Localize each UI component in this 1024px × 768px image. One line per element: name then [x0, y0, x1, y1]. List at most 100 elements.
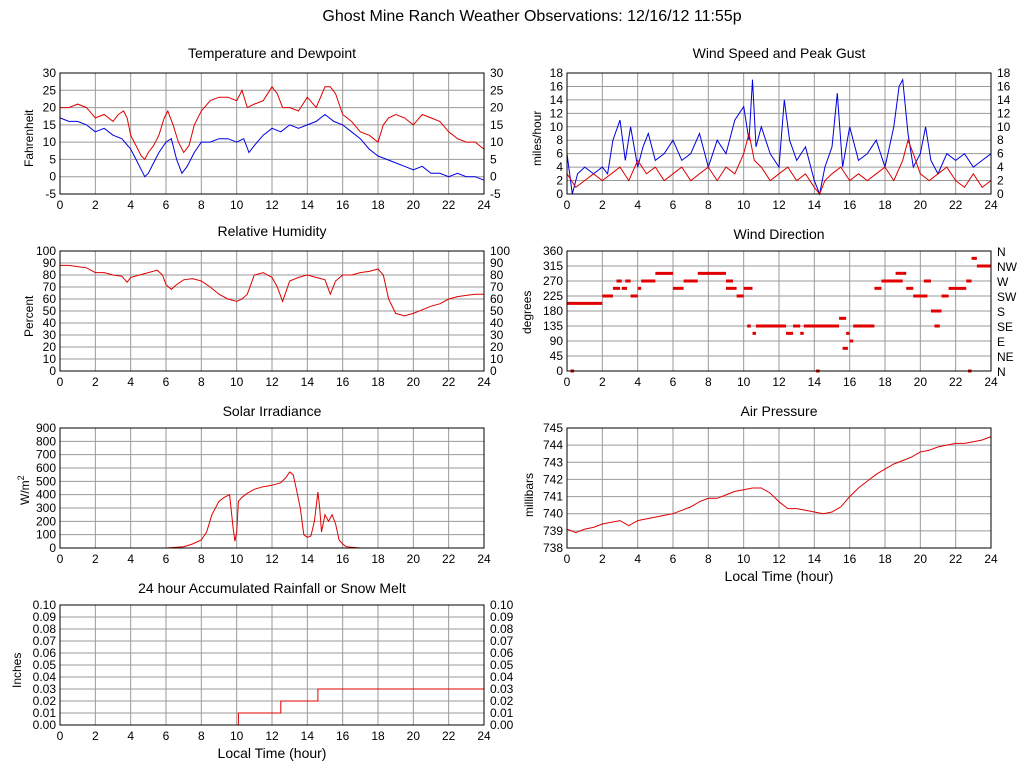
x-tick-label: 8 — [705, 198, 712, 212]
y-tick-label: 738 — [543, 541, 563, 555]
x-tick-label: 16 — [843, 552, 857, 566]
humidity-title: Relative Humidity — [217, 223, 327, 239]
y-tick-label: 270 — [543, 274, 563, 288]
y-tick-label: 90 — [43, 256, 57, 270]
y-tick-label: 0 — [49, 541, 56, 555]
y-tick-label-right: 16 — [997, 79, 1011, 93]
plot-frame — [59, 250, 485, 372]
x-tick-label: 10 — [737, 552, 751, 566]
y-tick-label: 135 — [543, 319, 563, 333]
x-tick-label: 4 — [634, 198, 641, 212]
y-tick-label: 0.10 — [33, 598, 57, 612]
direction-label: SW — [997, 290, 1017, 304]
x-tick-label: 24 — [477, 729, 491, 743]
series-line-0 — [60, 471, 484, 549]
y-tick-label-right: 40 — [490, 316, 504, 330]
x-tick-label: 20 — [407, 198, 421, 212]
plot-frame — [566, 72, 992, 195]
y-tick-label: 10 — [43, 135, 57, 149]
y-tick-label-right: 0.01 — [490, 706, 514, 720]
direction-label: N — [997, 245, 1006, 259]
direction-label: W — [997, 275, 1009, 289]
y-tick-label: 0 — [556, 187, 563, 201]
y-tick-label: 745 — [543, 421, 563, 435]
temperature-title: Temperature and Dewpoint — [187, 45, 357, 61]
y-tick-label: 0.00 — [33, 718, 57, 732]
x-tick-label: 2 — [92, 729, 99, 743]
x-tick-label: 22 — [949, 375, 963, 389]
x-tick-label: 16 — [336, 198, 350, 212]
x-tick-label: 10 — [737, 375, 751, 389]
y-tick-label-right: -5 — [490, 187, 501, 201]
y-tick-label: 100 — [36, 244, 56, 258]
x-tick-label: 18 — [371, 198, 385, 212]
x-tick-label: 12 — [772, 198, 786, 212]
direction-label: NW — [997, 260, 1018, 274]
y-tick-label: 700 — [36, 448, 56, 462]
y-tick-label-right: 100 — [490, 244, 510, 258]
y-tick-label-right: 0.05 — [490, 658, 514, 672]
x-tick-label: 4 — [634, 552, 641, 566]
x-tick-label: 14 — [808, 198, 822, 212]
direction-label: N — [997, 365, 1006, 379]
y-tick-label: 60 — [43, 292, 57, 306]
plot-frame — [59, 427, 485, 549]
y-tick-label: 30 — [43, 66, 57, 80]
y-tick-label: 70 — [43, 280, 57, 294]
y-tick-label-right: 4 — [997, 160, 1004, 174]
y-tick-label-right: 0.02 — [490, 694, 514, 708]
x-tick-label: 12 — [265, 375, 279, 389]
pressure-xlabel: Local Time (hour) — [724, 568, 834, 584]
x-tick-label: 4 — [127, 552, 134, 566]
x-tick-label: 6 — [163, 198, 170, 212]
y-tick-label-right: 0.08 — [490, 622, 514, 636]
x-tick-label: 14 — [301, 552, 315, 566]
y-tick-label: 0.06 — [33, 646, 57, 660]
x-tick-label: 6 — [670, 375, 677, 389]
x-tick-label: 0 — [564, 552, 571, 566]
x-tick-label: 10 — [230, 375, 244, 389]
direction-label: S — [997, 305, 1005, 319]
y-tick-label: 400 — [36, 488, 56, 502]
x-tick-label: 22 — [442, 729, 456, 743]
direction-label: E — [997, 335, 1005, 349]
wind-speed-title: Wind Speed and Peak Gust — [692, 45, 866, 61]
x-tick-label: 10 — [737, 198, 751, 212]
x-tick-label: 2 — [599, 375, 606, 389]
pressure-title: Air Pressure — [740, 403, 818, 419]
plot-frame — [566, 250, 992, 372]
y-tick-label: 18 — [550, 66, 564, 80]
x-tick-label: 4 — [634, 375, 641, 389]
y-tick-label: 600 — [36, 461, 56, 475]
x-tick-label: 14 — [301, 375, 315, 389]
y-tick-label-right: 0.03 — [490, 682, 514, 696]
plot-frame — [566, 427, 992, 549]
x-tick-label: 6 — [163, 729, 170, 743]
x-tick-label: 14 — [301, 198, 315, 212]
y-tick-label-right: 0 — [490, 364, 497, 378]
y-tick-label: 20 — [43, 340, 57, 354]
x-tick-label: 16 — [336, 375, 350, 389]
y-tick-label-right: 90 — [490, 256, 504, 270]
x-tick-label: 22 — [949, 198, 963, 212]
y-tick-label: 0.03 — [33, 682, 57, 696]
y-tick-label: 20 — [43, 101, 57, 115]
y-tick-label-right: 12 — [997, 106, 1011, 120]
y-tick-label-right: 0.09 — [490, 610, 514, 624]
x-tick-label: 0 — [57, 552, 64, 566]
y-tick-label: 12 — [550, 106, 564, 120]
y-tick-label-right: 25 — [490, 83, 504, 97]
y-tick-label: 45 — [550, 349, 564, 363]
x-tick-label: 24 — [984, 552, 998, 566]
y-tick-label: 743 — [543, 455, 563, 469]
x-tick-label: 14 — [301, 729, 315, 743]
y-tick-label: 0 — [49, 170, 56, 184]
y-tick-label-right: 30 — [490, 66, 504, 80]
x-tick-label: 10 — [230, 552, 244, 566]
x-tick-label: 8 — [705, 552, 712, 566]
y-tick-label-right: 20 — [490, 340, 504, 354]
x-tick-label: 8 — [198, 198, 205, 212]
